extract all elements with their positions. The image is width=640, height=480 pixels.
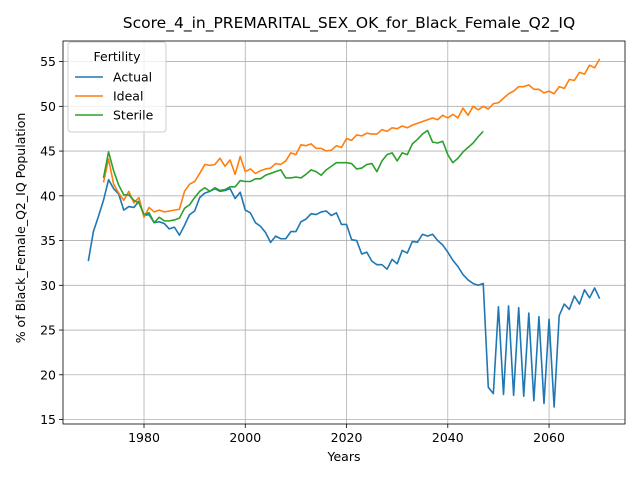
series-line-ideal (102, 58, 601, 219)
x-tick-label: 2060 (533, 430, 565, 445)
legend-entry-ideal: Ideal (75, 89, 143, 104)
x-tick-label: 2000 (229, 430, 261, 445)
x-tick-label: 2040 (432, 430, 464, 445)
legend-label: Ideal (113, 89, 143, 104)
x-tick-label: 2020 (331, 430, 363, 445)
y-tick-label: 20 (40, 367, 56, 382)
grid (63, 41, 625, 424)
legend-entry-actual: Actual (75, 70, 152, 85)
legend-label: Sterile (113, 108, 154, 123)
series-line-sterile (102, 129, 484, 224)
series-lines (87, 58, 601, 408)
y-axis-label: % of Black_Female_Q2_IQ Population (13, 113, 28, 344)
y-tick-label: 25 (40, 323, 56, 338)
y-tick-label: 40 (40, 188, 56, 203)
legend: Fertility Actual Ideal Sterile (67, 41, 167, 133)
y-tick-label: 15 (40, 412, 56, 427)
y-axis-ticks: 15 20 25 30 35 40 45 50 55 (40, 54, 63, 427)
x-tick-label: 1980 (128, 430, 160, 445)
chart-title: Score_4_in_PREMARITAL_SEX_OK_for_Black_F… (123, 14, 575, 33)
y-tick-label: 50 (40, 99, 56, 114)
legend-entry-sterile: Sterile (75, 108, 154, 123)
legend-entries: Actual Ideal Sterile (75, 70, 154, 123)
y-tick-label: 55 (40, 54, 56, 69)
series-line-actual (87, 178, 601, 408)
y-tick-label: 35 (40, 233, 56, 248)
plot-area-frame (62, 40, 626, 425)
x-axis-ticks: 1980 2000 2020 2040 2060 (128, 424, 565, 445)
legend-title: Fertility (94, 49, 142, 64)
y-tick-label: 30 (40, 278, 56, 293)
legend-box (67, 41, 167, 133)
y-tick-label: 45 (40, 144, 56, 159)
x-axis-label: Years (327, 449, 361, 464)
legend-label: Actual (113, 70, 152, 85)
